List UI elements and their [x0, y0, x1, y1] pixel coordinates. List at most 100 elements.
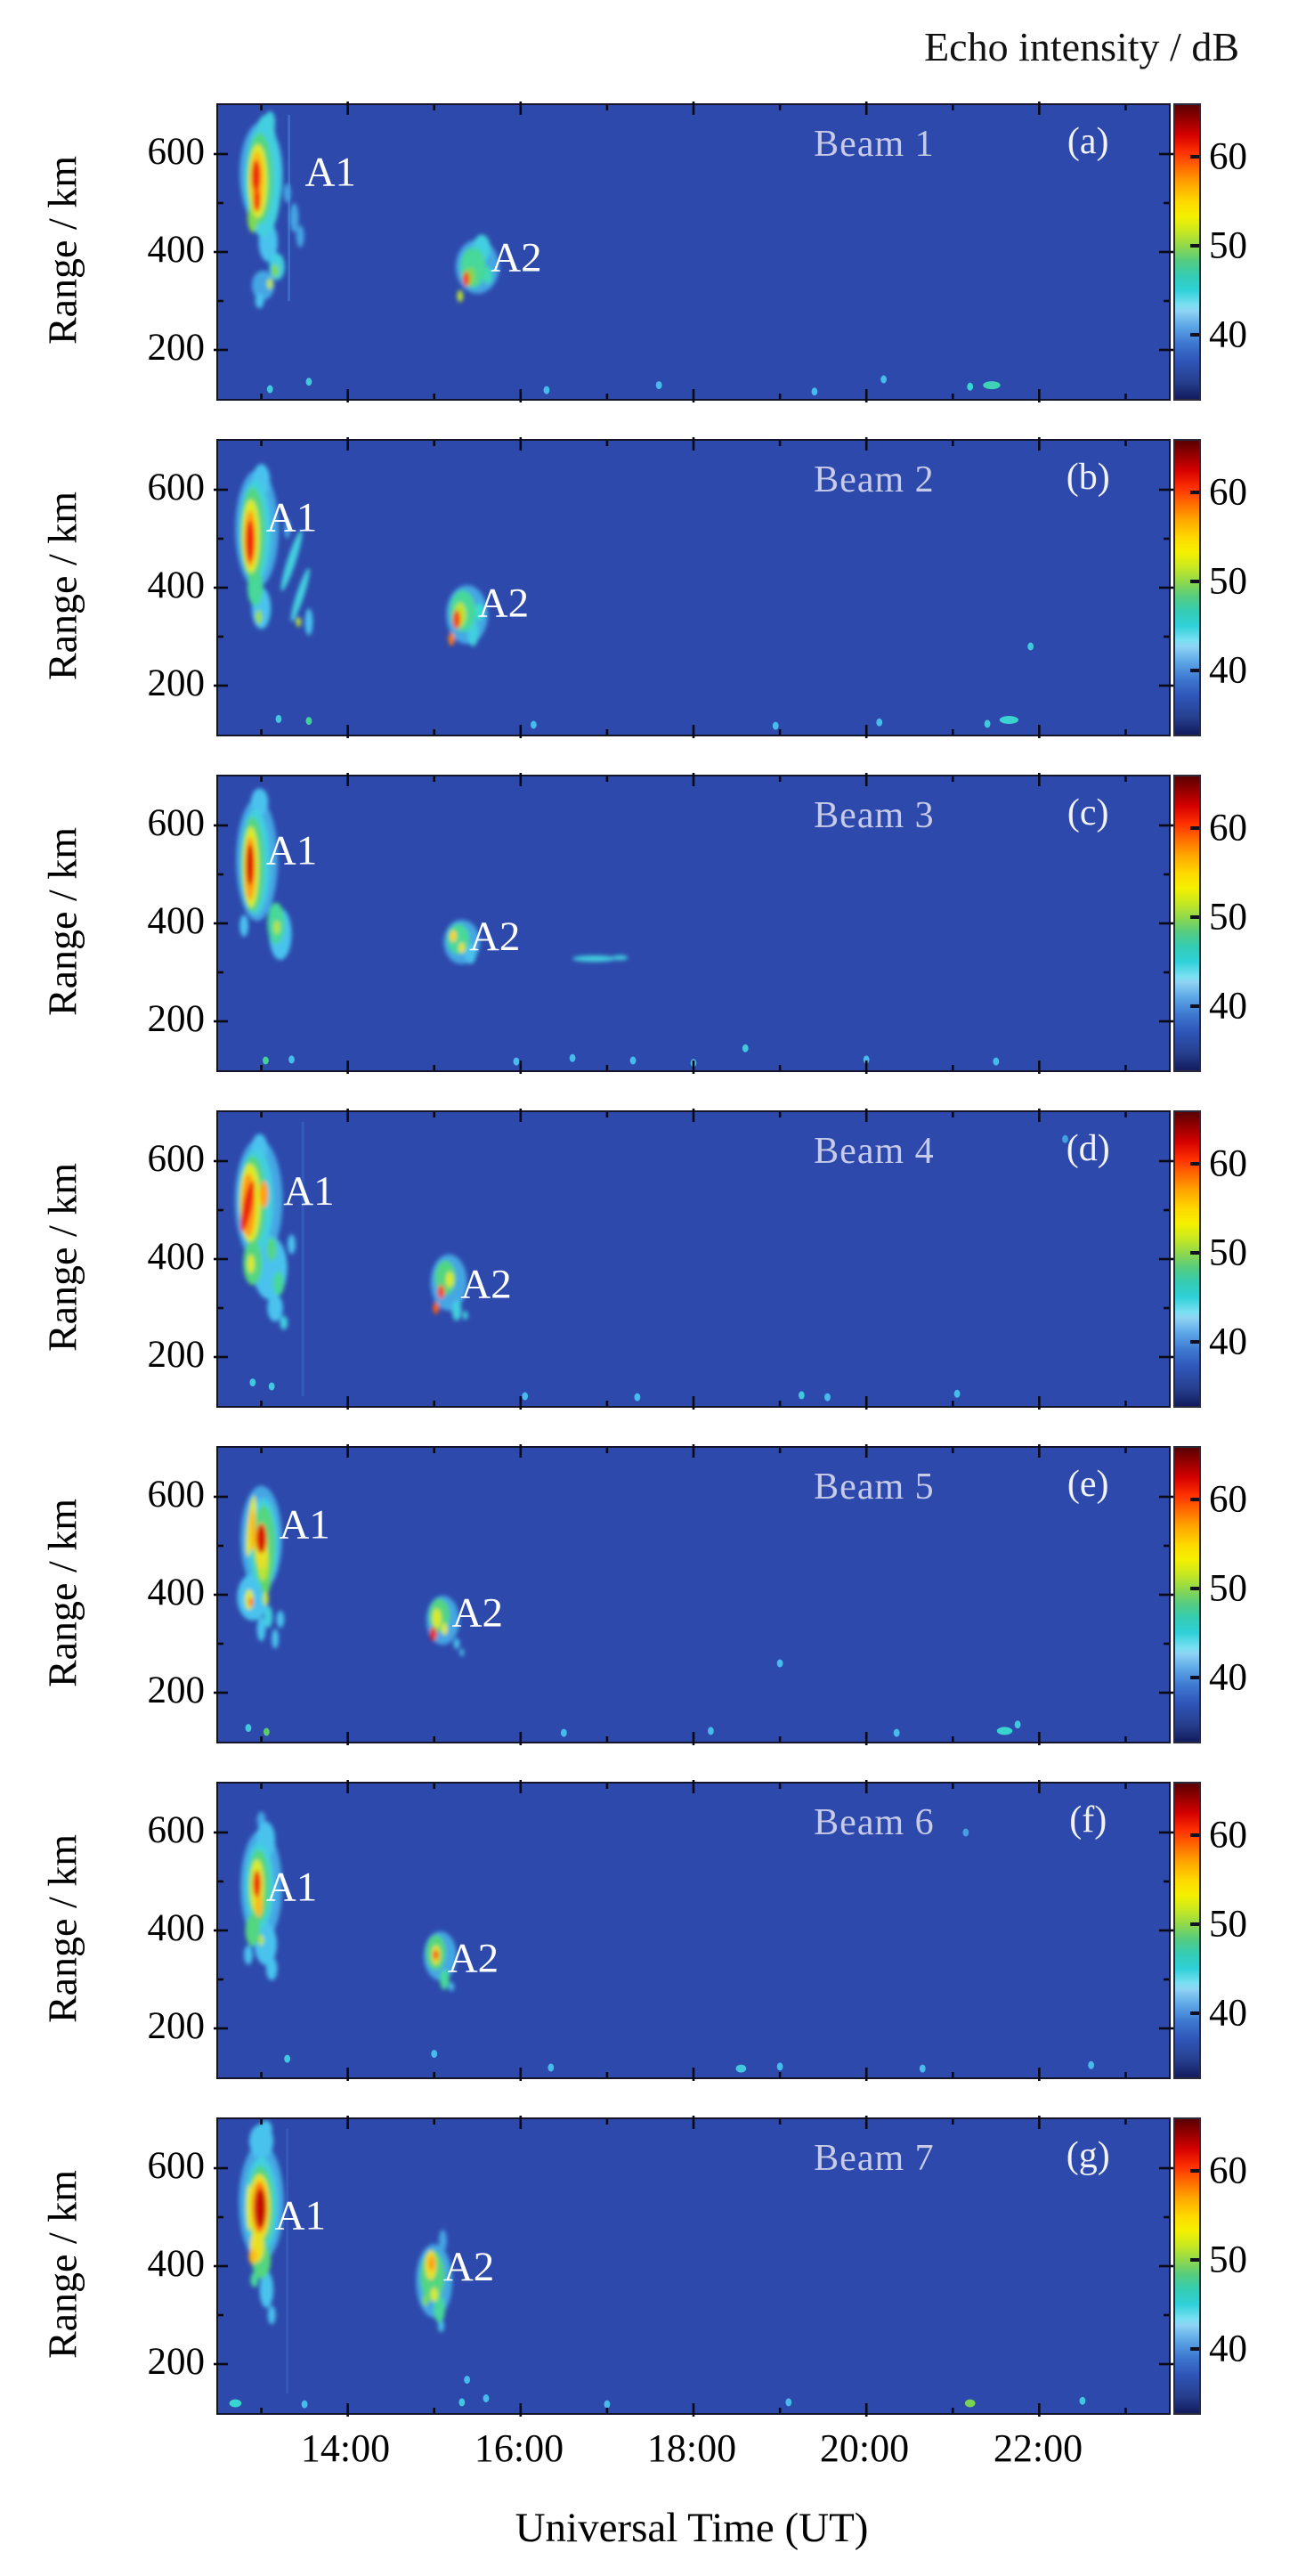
colorbar-tick-40: 40	[1209, 1656, 1247, 1699]
beam-title: Beam 7	[814, 2138, 935, 2179]
y-axis-label-wrap: Range / km	[36, 439, 89, 733]
y-axis-label-wrap: Range / km	[36, 1446, 89, 1740]
colorbar-tick-mark	[1190, 1162, 1199, 1166]
colorbar-tick-40: 40	[1209, 1992, 1247, 2035]
colorbar-tick-mark	[1190, 669, 1199, 672]
echo-region-label: A2	[469, 914, 520, 960]
y-tick-400: 400	[147, 1572, 206, 1613]
beam-title: Beam 3	[814, 795, 935, 836]
colorbar-tick-50: 50	[1209, 896, 1247, 939]
colorbar-title: Echo intensity / dB	[924, 24, 1239, 69]
y-axis-label: Range / km	[39, 826, 85, 1017]
y-tick-600: 600	[147, 1138, 206, 1180]
heatmap-plot: A1 A2 Beam 6 (f)	[214, 1780, 1173, 2081]
colorbar-tick-50: 50	[1209, 560, 1247, 603]
colorbar-tick-60: 60	[1209, 471, 1247, 514]
y-tick-600: 600	[147, 131, 206, 173]
y-tick-400: 400	[147, 229, 206, 271]
colorbar-tick-50: 50	[1209, 1567, 1247, 1610]
y-tick-200: 200	[147, 327, 206, 369]
x-tick-2200: 22:00	[993, 2426, 1083, 2470]
heatmap-canvas: A1 A2	[214, 102, 1173, 402]
panel-row-b: Range / km 600 400 200 A1 A2 Beam 2 (b) 6…	[0, 437, 1314, 738]
y-tick-400: 400	[147, 1907, 206, 1949]
colorbar-tick-60: 60	[1209, 1142, 1247, 1185]
echo-region-label: A1	[279, 1501, 329, 1548]
y-tick-600: 600	[147, 1474, 206, 1516]
echo-region-label: A1	[275, 2192, 326, 2239]
y-axis-label: Range / km	[39, 155, 85, 345]
heatmap-canvas: A1 A2	[214, 437, 1173, 738]
y-axis-label-wrap: Range / km	[36, 775, 89, 1069]
colorbar: 60 50 40	[1173, 775, 1298, 1072]
x-axis-title: Universal Time (UT)	[515, 2505, 869, 2551]
echo-region-label: A1	[283, 1168, 334, 1215]
y-tick-200: 200	[147, 2341, 206, 2383]
echo-region-label: A2	[448, 1935, 499, 1981]
colorbar-tick-60: 60	[1209, 1478, 1247, 1521]
colorbar-gradient	[1173, 103, 1201, 401]
y-tick-200: 200	[147, 662, 206, 704]
colorbar-tick-mark	[1190, 1498, 1199, 1501]
y-axis-label: Range / km	[39, 491, 85, 681]
panel-letter: (c)	[1067, 792, 1109, 833]
colorbar-tick-40: 40	[1209, 649, 1247, 692]
colorbar-tick-mark	[1190, 1922, 1199, 1926]
panel-row-e: Range / km 600 400 200 A1 A2 Beam 5 (e) 6…	[0, 1444, 1314, 1745]
panel-row-c: Range / km 600 400 200 A1 A2 Beam 3 (c) 6…	[0, 773, 1314, 1074]
y-tick-600: 600	[147, 1809, 206, 1851]
colorbar-gradient	[1173, 775, 1201, 1072]
y-axis-label-wrap: Range / km	[36, 1782, 89, 2076]
beam-title: Beam 4	[814, 1131, 935, 1172]
heatmap-plot: A1 A2 Beam 3 (c)	[214, 773, 1173, 1074]
colorbar-tick-40: 40	[1209, 2328, 1247, 2370]
y-tick-200: 200	[147, 2005, 206, 2047]
colorbar-tick-mark	[1190, 1004, 1199, 1008]
heatmap-canvas: A1 A2	[214, 1444, 1173, 1745]
panel-letter: (f)	[1069, 1800, 1107, 1841]
y-tick-200: 200	[147, 998, 206, 1040]
echo-region-label: A2	[478, 581, 529, 627]
colorbar-gradient	[1173, 1110, 1201, 1408]
heatmap-plot: A1 A2 Beam 7 (g)	[214, 2116, 1173, 2417]
colorbar-tick-mark	[1190, 915, 1199, 919]
colorbar-tick-mark	[1190, 155, 1199, 158]
colorbar-tick-60: 60	[1209, 135, 1247, 178]
colorbar-gradient	[1173, 1782, 1201, 2079]
panel-row-g: Range / km 600 400 200 A1 A2 Beam 7 (g) 6…	[0, 2116, 1314, 2417]
y-tick-400: 400	[147, 900, 206, 942]
x-tick-1800: 18:00	[646, 2426, 737, 2470]
echo-region-label: A2	[460, 1262, 511, 1308]
colorbar-tick-mark	[1190, 244, 1199, 248]
heatmap-plot: A1 A2 Beam 1 (a)	[214, 102, 1173, 402]
colorbar-gradient	[1173, 1446, 1201, 1743]
echo-region-label: A1	[266, 1865, 317, 1911]
panel-row-d: Range / km 600 400 200 A1 A2 Beam 4 (d) 6…	[0, 1109, 1314, 1410]
heatmap-canvas: A1 A2	[214, 1109, 1173, 1410]
colorbar-tick-mark	[1190, 1251, 1199, 1255]
y-tick-200: 200	[147, 1670, 206, 1711]
echo-region-label: A1	[304, 149, 355, 195]
beam-title: Beam 5	[814, 1467, 935, 1507]
colorbar: 60 50 40	[1173, 1782, 1298, 2079]
colorbar-tick-mark	[1190, 333, 1199, 337]
colorbar-tick-mark	[1190, 2258, 1199, 2262]
beam-title: Beam 6	[814, 1802, 935, 1843]
colorbar: 60 50 40	[1173, 439, 1298, 736]
colorbar-tick-mark	[1190, 2347, 1199, 2351]
colorbar: 60 50 40	[1173, 1110, 1298, 1408]
y-tick-400: 400	[147, 2243, 206, 2285]
y-tick-600: 600	[147, 802, 206, 844]
colorbar-tick-mark	[1190, 491, 1199, 494]
beam-title: Beam 1	[814, 124, 935, 165]
colorbar-tick-50: 50	[1209, 1903, 1247, 1946]
y-tick-400: 400	[147, 1236, 206, 1278]
colorbar-tick-40: 40	[1209, 985, 1247, 1028]
x-tick-1400: 14:00	[300, 2426, 391, 2470]
panel-row-a: Range / km 600 400 200 A1 A2 Beam 1 (a) 6…	[0, 102, 1314, 402]
panel-letter: (a)	[1067, 121, 1109, 162]
colorbar-tick-mark	[1190, 580, 1199, 583]
y-axis-label: Range / km	[39, 2169, 85, 2360]
colorbar-tick-mark	[1190, 1587, 1199, 1590]
